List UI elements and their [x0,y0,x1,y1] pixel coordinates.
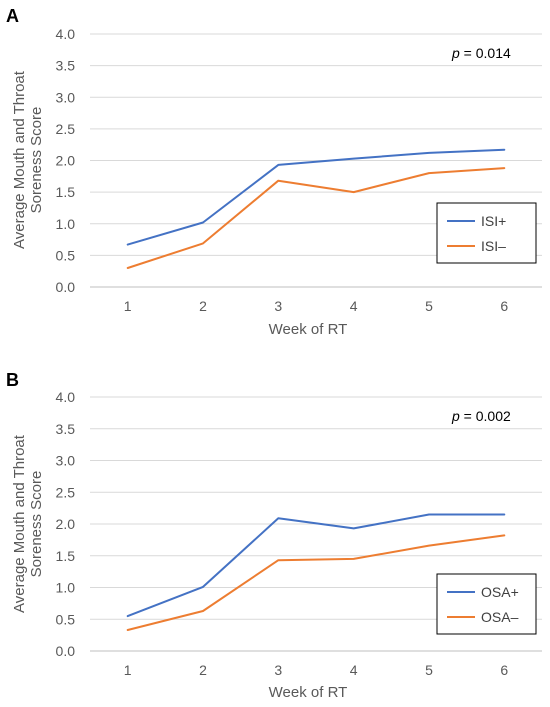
panel-a-y-tick-label: 0.5 [56,247,76,263]
panel-a-p-value: p = 0.014 [451,45,511,61]
panel-b-x-tick-label: 6 [500,662,508,678]
panel-a-y-tick-label: 4.0 [56,26,76,42]
panel-b-legend-label: OSA– [481,609,519,625]
panel-a-legend-box [436,202,537,264]
panel-a-y-tick-label: 3.0 [56,89,76,105]
panel-b-series-line-2 [126,534,506,631]
panel-b-y-tick-label: 3.0 [56,453,76,469]
panel-b-legend: OSA+ OSA– [436,573,537,635]
panel-a-y-tick-label: 3.5 [56,58,76,74]
panel-a-x-tick-label: 2 [199,298,207,314]
panel-a-y-axis-title-line: Average Mouth and Throat [11,70,28,249]
panel-b-y-tick-label: 0.5 [56,611,76,627]
panel-a: A 0.0 0.5 1.0 1.5 2.0 2.5 3.0 3.5 4.0 1 2 3 4 5 6 Week o… [6,6,542,338]
panel-b-y-tick-label: 4.0 [56,389,76,405]
panel-b-y-tick-label: 2.5 [56,484,76,500]
panel-b-label: B [6,370,19,390]
panel-b-p-value: p = 0.002 [451,408,511,424]
panel-a-legend-label: ISI– [481,238,506,254]
panel-b-p-symbol: p [451,408,460,424]
panel-b-legend-box [436,573,537,635]
panel-a-series-line-1 [126,148,506,246]
panel-b-x-axis-title: Week of RT [269,684,348,701]
panel-b-y-tick-label: 3.5 [56,421,76,437]
panel-a-legend-label: ISI+ [481,213,506,229]
panel-a-y-axis-title: Average Mouth and ThroatSoreness Score [11,70,45,249]
panel-b-x-tick-label: 4 [350,662,358,678]
panel-b-y-axis-title: Average Mouth and ThroatSoreness Score [11,434,45,613]
panel-a-y-tick-label: 2.0 [56,153,76,169]
panel-a-legend: ISI+ ISI– [436,202,537,264]
panel-a-y-axis-title-line: Soreness Score [28,107,45,214]
panel-b-y-tick-label: 0.0 [56,643,76,659]
panel-b: B 0.0 0.5 1.0 1.5 2.0 2.5 3.0 3.5 4.0 1 2 3 4 5 6 Week o… [6,370,542,701]
panel-b-x-tick-label: 3 [274,662,282,678]
panel-b-x-tick-label: 1 [124,662,132,678]
panel-a-p-value-text: = 0.014 [460,45,511,61]
panel-a-series-line-2 [126,167,506,269]
panel-b-y-tick-label: 1.0 [56,580,76,596]
panel-a-label: A [6,6,19,26]
panel-a-y-tick-label: 1.0 [56,216,76,232]
panel-a-x-tick-label: 5 [425,298,433,314]
panel-b-p-value-text: = 0.002 [460,408,511,424]
panel-a-x-tick-label: 3 [274,298,282,314]
panel-b-y-tick-label: 2.0 [56,516,76,532]
panel-a-x-tick-label: 1 [124,298,132,314]
panel-a-y-tick-label: 0.0 [56,279,76,295]
panel-b-y-axis-title-line: Average Mouth and Throat [11,434,28,613]
panel-a-x-tick-label: 6 [500,298,508,314]
panel-b-series-line-1 [126,513,506,618]
panel-a-y-tick-label: 2.5 [56,121,76,137]
panel-b-x-tick-label: 5 [425,662,433,678]
panel-a-y-tick-label: 1.5 [56,184,76,200]
panel-b-y-tick-label: 1.5 [56,548,76,564]
panel-a-x-axis-title: Week of RT [269,321,348,338]
panel-a-p-symbol: p [451,45,460,61]
panel-b-legend-label: OSA+ [481,584,519,600]
panel-b-y-axis-title-line: Soreness Score [28,471,45,578]
panel-b-x-tick-label: 2 [199,662,207,678]
panel-a-x-tick-label: 4 [350,298,358,314]
